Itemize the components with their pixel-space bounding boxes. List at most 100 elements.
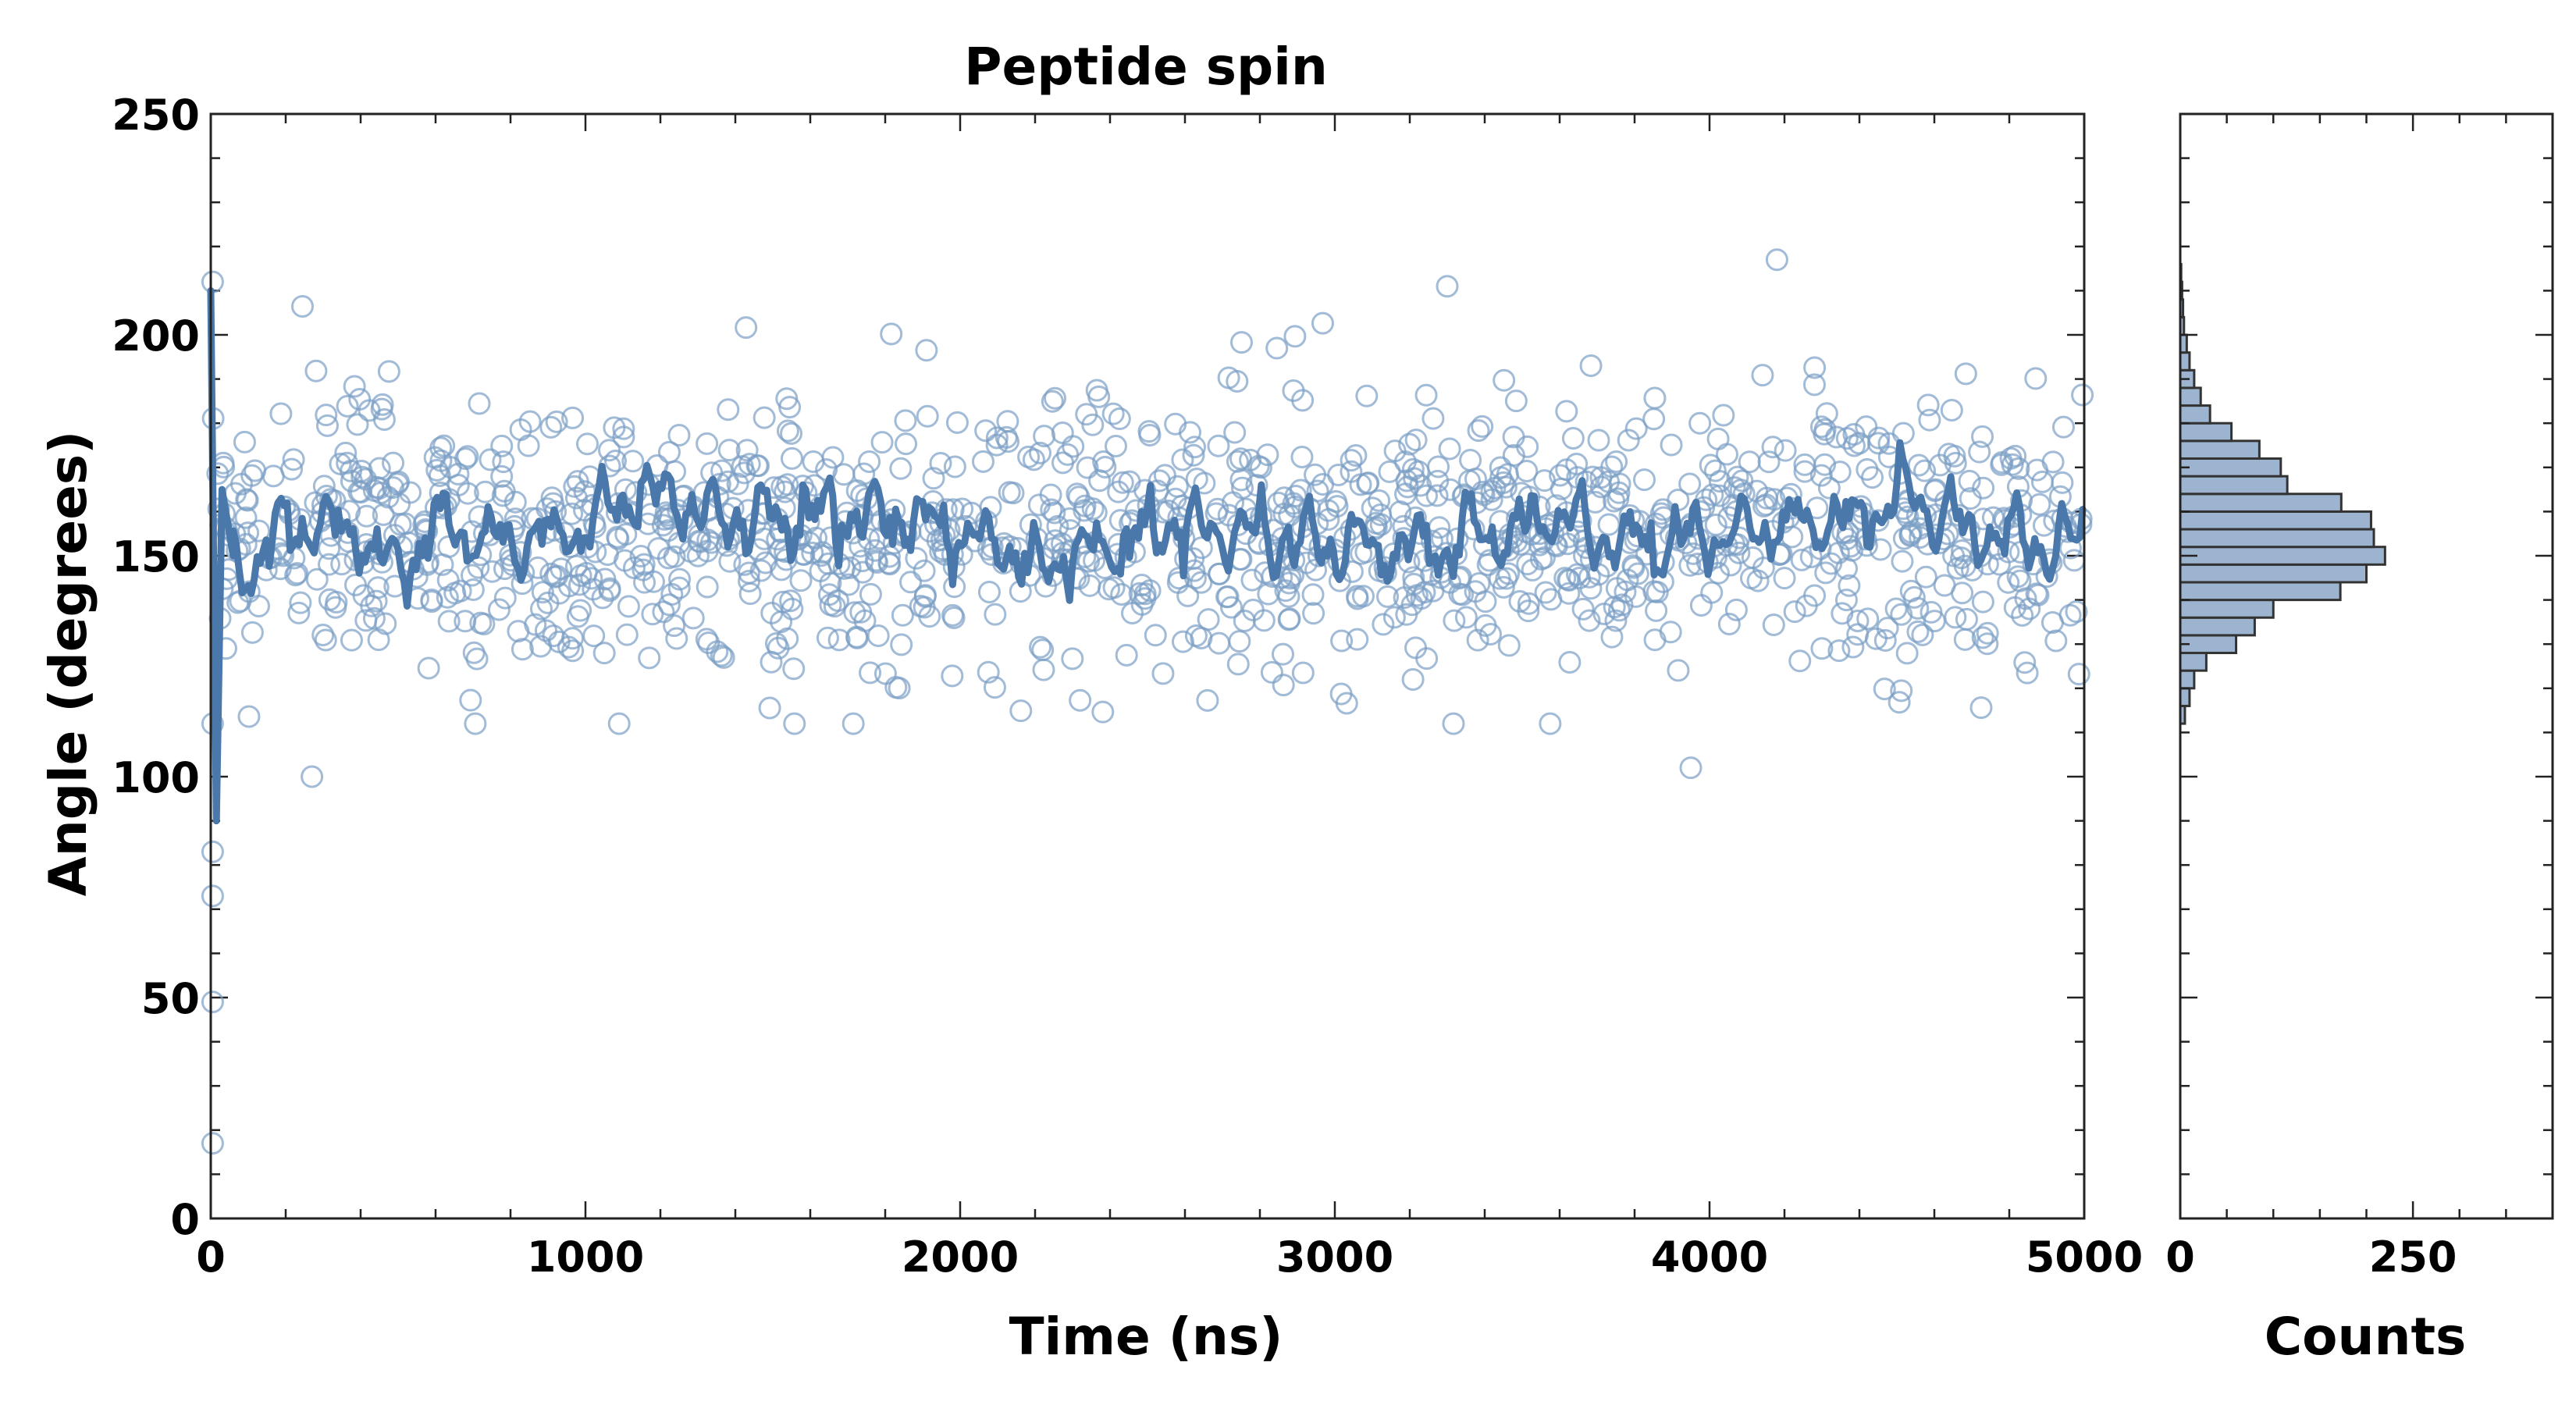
scatter-point (492, 450, 515, 474)
scatter-point (372, 407, 396, 431)
scatter-point (1773, 567, 1796, 590)
scatter-point (350, 465, 374, 489)
chart-title: Peptide spin (964, 37, 1328, 97)
scatter-point (754, 551, 777, 574)
histogram-bars (2179, 262, 2386, 725)
scatter-point (244, 459, 267, 482)
scatter-point (1430, 527, 1453, 550)
scatter-point (1589, 466, 1613, 489)
scatter-point (2001, 453, 2024, 476)
scatter-point (747, 454, 770, 478)
scatter-point (1834, 589, 1858, 612)
histogram-x-axis-label: Counts (2265, 1307, 2467, 1367)
scatter-point (1940, 399, 1963, 422)
scatter-point (1783, 600, 1806, 624)
scatter-point (1104, 435, 1127, 458)
scatter-point (942, 606, 966, 629)
scatter-point (1240, 568, 1264, 592)
scatter-point (1550, 477, 1573, 500)
scatter-point (362, 606, 386, 630)
main-tick-labels: 0 1000 2000 3000 4000 5000 0 50 100 150 200 250 (112, 91, 2143, 1282)
y-tick-label: 150 (112, 532, 200, 582)
scatter-point (456, 445, 479, 468)
scatter-point (472, 612, 496, 635)
scatter-point (1508, 590, 1532, 614)
histogram-ticks (2179, 114, 2553, 1218)
scatter-point (370, 397, 393, 421)
scatter-point (859, 582, 882, 606)
scatter-point (841, 712, 865, 735)
scatter-point (638, 646, 661, 670)
scatter-point (1346, 585, 1369, 608)
x-tick-label: 3000 (1276, 1232, 1393, 1282)
scatter-point (2026, 458, 2049, 482)
scatter-point (464, 712, 487, 735)
scatter-point (726, 472, 749, 496)
scatter-point (696, 575, 719, 599)
scatter-point (1626, 562, 1649, 585)
scatter-point (1660, 433, 1683, 457)
scatter-point (837, 573, 860, 596)
histogram-bar (2179, 351, 2191, 372)
scatter-point (1579, 354, 1603, 377)
histogram-bar (2179, 439, 2261, 460)
main-plot-frame (209, 112, 2086, 1220)
scatter-point (349, 481, 372, 504)
scatter-point (436, 585, 459, 609)
scatter-point (1351, 585, 1375, 608)
scatter-point (710, 644, 733, 667)
histogram-tick-labels: 0 250 (2165, 1232, 2457, 1282)
scatter-point (1659, 621, 1682, 644)
scatter-point (2041, 450, 2065, 474)
scatter-point (447, 462, 470, 486)
scatter-point (518, 410, 542, 433)
scatter-point (1587, 429, 1610, 452)
scatter-point (336, 394, 359, 418)
y-tick-label: 100 (112, 753, 200, 802)
scatter-point (1279, 567, 1302, 590)
scatter-point (696, 432, 719, 455)
x-tick-label: 5000 (2026, 1232, 2143, 1282)
scatter-point (1667, 659, 1690, 682)
x-tick-label: 1000 (527, 1232, 644, 1282)
scatter-point (287, 601, 311, 624)
scatter-point (1781, 525, 1804, 549)
scatter-point (687, 529, 710, 553)
scatter-point (1267, 491, 1290, 514)
histogram-bar (2179, 581, 2342, 602)
histogram-bar (2179, 652, 2208, 672)
scatter-point (428, 464, 451, 487)
scatter-point (1291, 661, 1315, 685)
scatter-point (1439, 478, 1462, 501)
scatter-point (1873, 628, 1897, 652)
scatter-point (1622, 556, 1646, 579)
histogram-bar (2179, 669, 2196, 690)
scatter-point (699, 531, 723, 554)
scatter-point (330, 553, 354, 576)
scatter-point (582, 578, 605, 601)
scatter-point (1290, 445, 1314, 468)
scatter-point (652, 600, 675, 624)
scatter-point (905, 546, 928, 570)
scatter-point (1855, 415, 1878, 439)
scatter-point (1301, 583, 1325, 606)
scatter-point (1955, 607, 1978, 631)
scatter-point (1344, 444, 1368, 468)
scatter-point (240, 621, 264, 644)
scatter-point (1471, 414, 1494, 438)
scatter-point (1515, 460, 1539, 483)
scatter-point (1715, 443, 1738, 466)
scatter-point (503, 507, 527, 531)
scatter-point (1436, 275, 1459, 298)
scatter-point (1466, 628, 1489, 652)
scatter-point (1233, 609, 1256, 632)
scatter-point (1368, 489, 1391, 512)
scatter-point (1991, 451, 2014, 475)
scatter-point (780, 446, 803, 470)
scatter-point (1727, 541, 1751, 564)
scatter-point (1459, 449, 1482, 472)
scatter-point (1426, 469, 1450, 493)
scatter-point (890, 633, 913, 656)
scatter-point (695, 628, 718, 651)
scatter-point (617, 595, 640, 618)
